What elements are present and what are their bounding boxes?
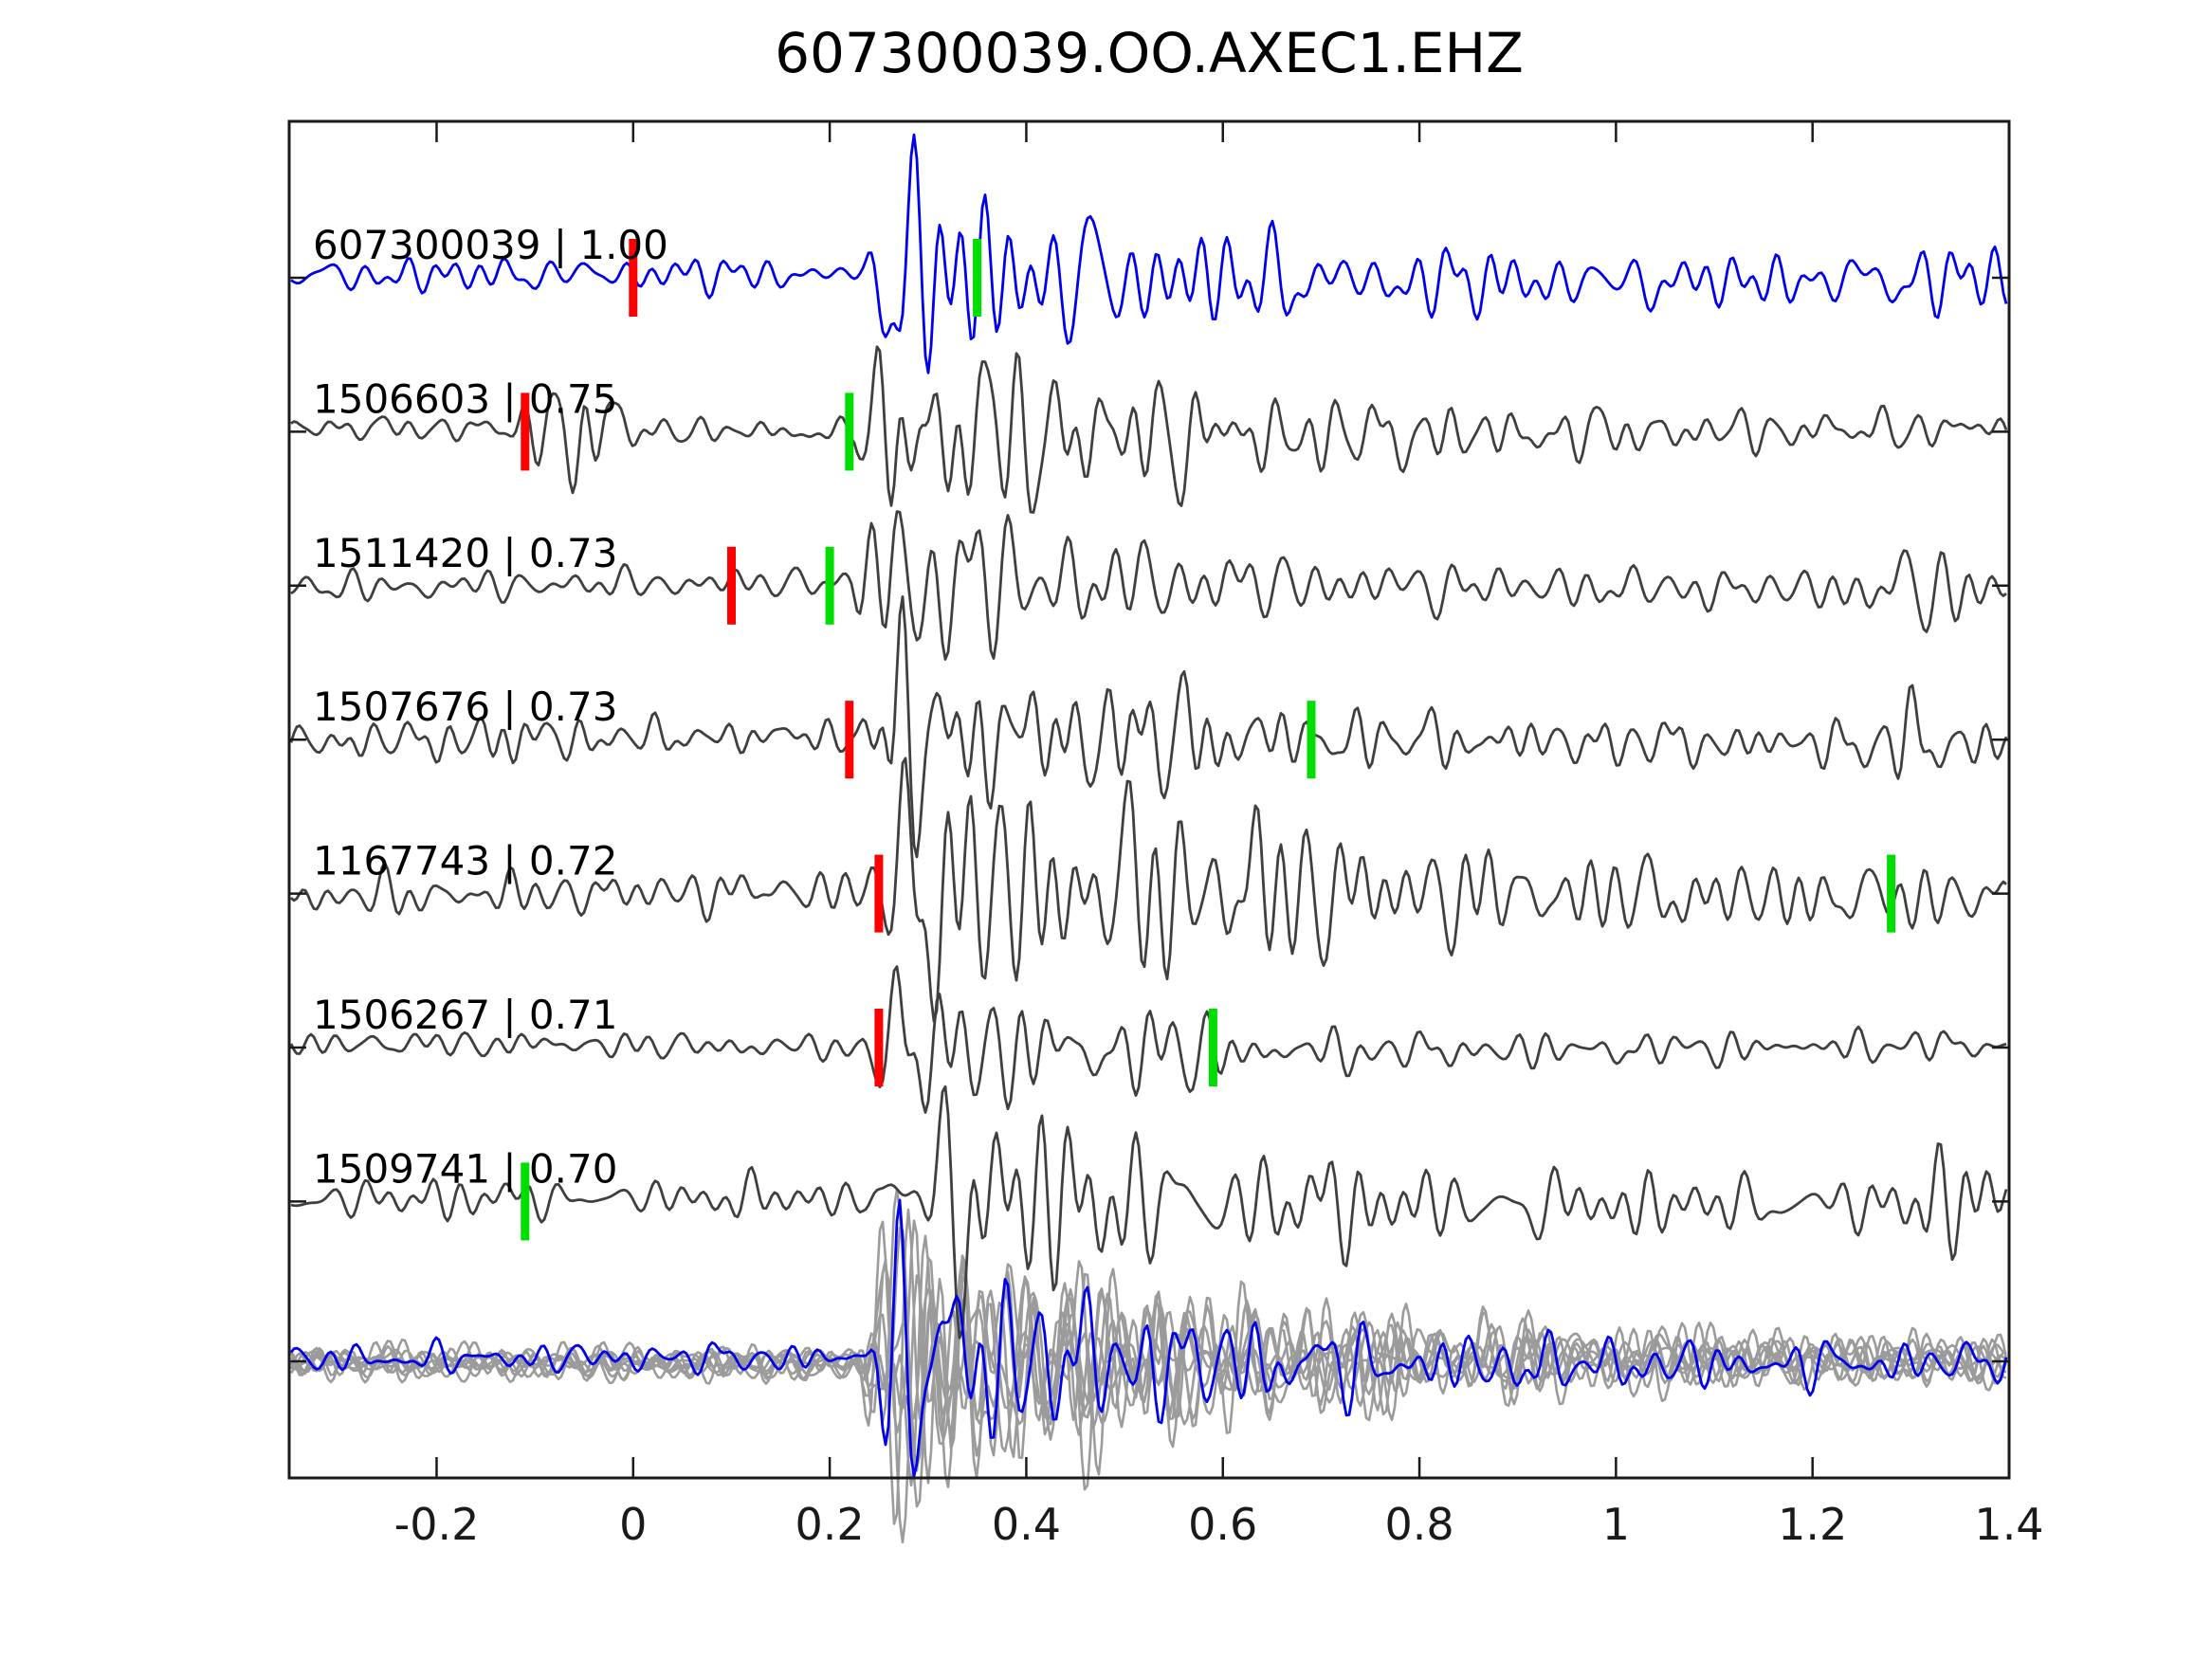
seismogram-trace-1506267 xyxy=(289,965,2007,1114)
red-pick-marker xyxy=(727,546,736,625)
seismogram-trace-607300039 xyxy=(290,133,2008,374)
green-pick-marker xyxy=(825,546,834,625)
trace-label-1509741: 1509741 | 0.70 xyxy=(313,1145,617,1192)
x-axis-tick-labels: -0.2 0 0.2 0.4 0.6 0.8 1 1.2 1.4 xyxy=(394,1499,2044,1550)
x-tick-label: 1 xyxy=(1602,1499,1630,1550)
seismogram-trace-1506603 xyxy=(290,345,2008,514)
green-pick-marker xyxy=(845,392,854,471)
red-pick-marker xyxy=(874,854,884,933)
seismogram-trace-1167743 xyxy=(290,757,2007,1023)
trace-label-607300039: 607300039 | 1.00 xyxy=(313,222,668,268)
x-tick-label: 0.4 xyxy=(992,1499,1061,1550)
x-tick-label: 1.4 xyxy=(1974,1499,2043,1550)
x-tick-label: 1.2 xyxy=(1778,1499,1847,1550)
seismogram-trace-1509741 xyxy=(290,1085,2008,1340)
green-pick-marker xyxy=(1307,701,1316,779)
green-pick-marker xyxy=(1208,1009,1217,1086)
x-tick-label: 0.6 xyxy=(1188,1499,1257,1550)
x-tick-label: 0.8 xyxy=(1385,1499,1454,1550)
seismogram-trace-1511420 xyxy=(290,510,2007,661)
trace-labels: 607300039 | 1.00 1506603 | 0.75 1511420 | … xyxy=(313,222,668,1192)
pick-markers xyxy=(521,239,1896,1241)
overlay-reference-trace xyxy=(289,1198,2008,1478)
axes-frame xyxy=(287,119,2011,1480)
red-pick-marker xyxy=(874,1009,884,1086)
overlay-gray-trace xyxy=(289,1188,2007,1508)
chart-title: 607300039.OO.AXEC1.EHZ xyxy=(775,21,1524,85)
trace-label-1507676: 1507676 | 0.73 xyxy=(313,684,617,730)
green-pick-marker xyxy=(1887,854,1896,933)
trace-label-1506267: 1506267 | 0.71 xyxy=(313,992,617,1038)
seismogram-trace-1507676 xyxy=(289,595,2008,859)
green-pick-marker xyxy=(973,239,982,317)
overlay-gray-trace xyxy=(290,1226,2008,1480)
trace-label-1167743: 1167743 | 0.72 xyxy=(313,838,617,884)
plot-border xyxy=(287,119,2011,1480)
green-pick-marker xyxy=(521,1162,530,1241)
x-tick-label: -0.2 xyxy=(394,1499,480,1550)
x-tick-label: 0 xyxy=(619,1499,647,1550)
red-pick-marker xyxy=(629,239,638,317)
trace-label-1511420: 1511420 | 0.73 xyxy=(313,530,617,576)
x-tick-label: 0.2 xyxy=(795,1499,865,1550)
red-pick-marker xyxy=(845,701,854,779)
trace-label-1506603: 1506603 | 0.75 xyxy=(313,375,617,422)
trace-curves xyxy=(289,133,2008,1544)
red-pick-marker xyxy=(521,392,530,471)
